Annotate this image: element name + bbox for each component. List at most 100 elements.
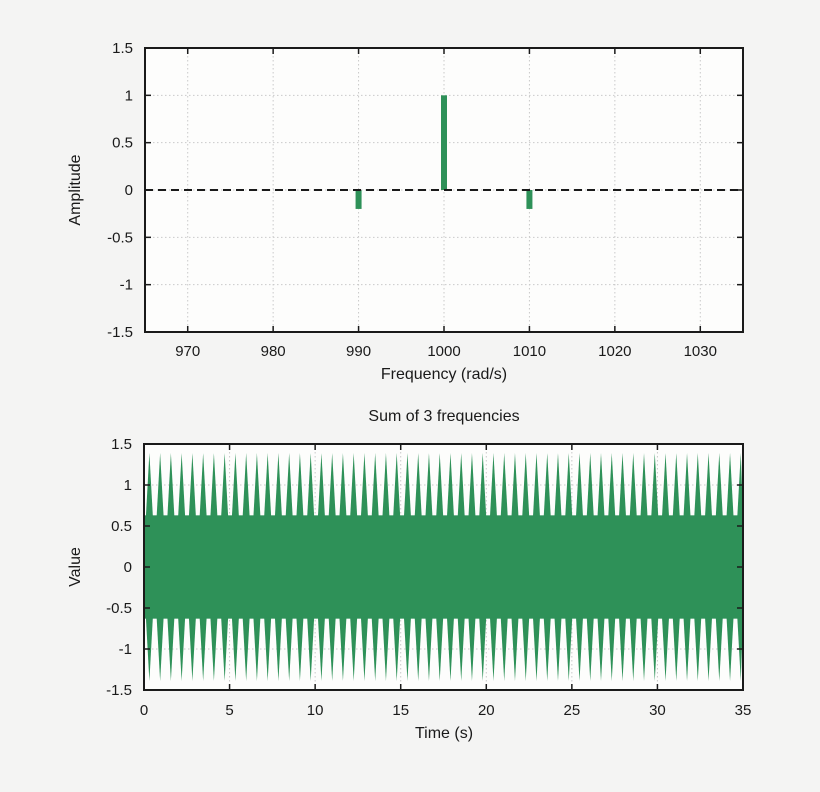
signal-beat-spike-bottom xyxy=(662,617,670,681)
signal-beat-spike-top xyxy=(414,453,422,517)
y-tick-label: -0.5 xyxy=(107,229,133,246)
signal-beat-spike-top xyxy=(371,453,379,517)
signal-beat-spike-bottom xyxy=(167,617,175,681)
signal-beat-spike-top xyxy=(608,453,616,517)
signal-beat-spike-top xyxy=(662,453,670,517)
signal-beat-spike-bottom xyxy=(715,617,723,681)
signal-beat-spike-bottom xyxy=(328,617,336,681)
signal-beat-spike-bottom xyxy=(446,617,454,681)
x-tick-label: 1020 xyxy=(598,343,631,360)
signal-beat-spike-bottom xyxy=(242,617,250,681)
signal-beat-spike-bottom xyxy=(436,617,444,681)
signal-beat-spike-top xyxy=(489,453,497,517)
bottom-chart-title: Sum of 3 frequencies xyxy=(368,408,520,425)
signal-beat-spike-top xyxy=(468,453,476,517)
signal-beat-spike-bottom xyxy=(629,617,637,681)
signal-beat-spike-bottom xyxy=(274,617,282,681)
signal-beat-spike-top xyxy=(446,453,454,517)
y-tick-label: -1 xyxy=(120,277,133,294)
signal-beat-spike-bottom xyxy=(651,617,659,681)
bottom-x-axis-label: Time (s) xyxy=(414,725,474,742)
signal-beat-spike-bottom xyxy=(565,617,573,681)
signal-beat-spike-bottom xyxy=(360,617,368,681)
x-tick-label: 990 xyxy=(346,343,371,360)
signal-beat-spike-top xyxy=(350,453,358,517)
signal-beat-spike-top xyxy=(339,453,347,517)
signal-beat-spike-bottom xyxy=(694,617,702,681)
signal-beat-spike-bottom xyxy=(479,617,487,681)
signal-beat-spike-bottom xyxy=(382,617,390,681)
y-tick-label: -0.5 xyxy=(106,600,132,617)
signal-beat-spike-bottom xyxy=(532,617,540,681)
signal-beat-spike-bottom xyxy=(199,617,207,681)
signal-band xyxy=(144,515,743,619)
y-tick-label: 1.5 xyxy=(111,436,132,453)
x-tick-label: 1030 xyxy=(684,343,717,360)
signal-beat-spike-top xyxy=(457,453,465,517)
impulse-bar xyxy=(355,190,362,209)
signal-beat-spike-bottom xyxy=(188,617,196,681)
signal-beat-spike-bottom xyxy=(231,617,239,681)
y-tick-label: 1 xyxy=(125,87,133,104)
signal-beat-spike-top xyxy=(511,453,519,517)
signal-beat-spike-bottom xyxy=(178,617,186,681)
signal-beat-spike-top xyxy=(672,453,680,517)
signal-beat-spike-bottom xyxy=(264,617,272,681)
signal-beat-spike-bottom xyxy=(296,617,304,681)
x-tick-label: 15 xyxy=(392,702,409,719)
signal-beat-spike-bottom xyxy=(371,617,379,681)
signal-beat-spike-top xyxy=(156,453,164,517)
signal-beat-spike-top xyxy=(705,453,713,517)
signal-beat-spike-top xyxy=(188,453,196,517)
signal-beat-spike-bottom xyxy=(425,617,433,681)
signal-beat-spike-bottom xyxy=(317,617,325,681)
x-tick-label: 980 xyxy=(261,343,286,360)
signal-beat-spike-bottom xyxy=(597,617,605,681)
signal-beat-spike-bottom xyxy=(608,617,616,681)
x-tick-label: 30 xyxy=(649,702,666,719)
x-tick-label: 5 xyxy=(225,702,233,719)
signal-beat-spike-top xyxy=(307,453,315,517)
signal-beat-spike-top xyxy=(479,453,487,517)
signal-beat-spike-top xyxy=(543,453,551,517)
signal-beat-spike-top xyxy=(651,453,659,517)
time-signal-plot: 0 5 10 15 20 25 30 35 -1.5 -1 -0.5 0 0.5 1 1.5 xyxy=(106,436,751,719)
signal-beat-spike-top xyxy=(317,453,325,517)
x-tick-label: 970 xyxy=(175,343,200,360)
y-tick-label: 0 xyxy=(124,559,132,576)
signal-beat-spike-top xyxy=(436,453,444,517)
signal-beat-spike-top xyxy=(532,453,540,517)
signal-beat-spike-bottom xyxy=(554,617,562,681)
signal-beat-spike-top xyxy=(522,453,530,517)
x-tick-label: 1010 xyxy=(513,343,546,360)
signal-beat-spike-top xyxy=(694,453,702,517)
x-tick-label: 20 xyxy=(478,702,495,719)
x-tick-label: 25 xyxy=(564,702,581,719)
y-tick-label: 0.5 xyxy=(112,135,133,152)
signal-beat-spike-bottom xyxy=(468,617,476,681)
signal-beat-spike-top xyxy=(167,453,175,517)
signal-beat-spike-top xyxy=(274,453,282,517)
signal-beat-spike-bottom xyxy=(726,617,734,681)
signal-beat-spike-bottom xyxy=(350,617,358,681)
signal-beat-spike-top xyxy=(253,453,261,517)
signal-beat-spike-top xyxy=(500,453,508,517)
y-tick-label: -1 xyxy=(119,641,132,658)
signal-beat-spike-bottom xyxy=(307,617,315,681)
signal-beat-spike-bottom xyxy=(393,617,401,681)
signal-beat-spike-bottom xyxy=(672,617,680,681)
x-tick-label: 35 xyxy=(735,702,752,719)
impulse-bar xyxy=(441,95,447,190)
signal-beat-spike-top xyxy=(178,453,186,517)
y-tick-label: 0 xyxy=(125,182,133,199)
signal-beat-spike-top xyxy=(726,453,734,517)
signal-beat-spike-bottom xyxy=(575,617,584,681)
signal-beat-spike-top xyxy=(393,453,401,517)
signal-beat-spike-top xyxy=(360,453,368,517)
signal-beat-spike-top xyxy=(683,453,691,517)
signal-beat-spike-bottom xyxy=(210,617,218,681)
x-tick-label: 10 xyxy=(307,702,324,719)
signal-beat-spike-bottom xyxy=(285,617,293,681)
top-x-axis-label: Frequency (rad/s) xyxy=(380,366,508,383)
